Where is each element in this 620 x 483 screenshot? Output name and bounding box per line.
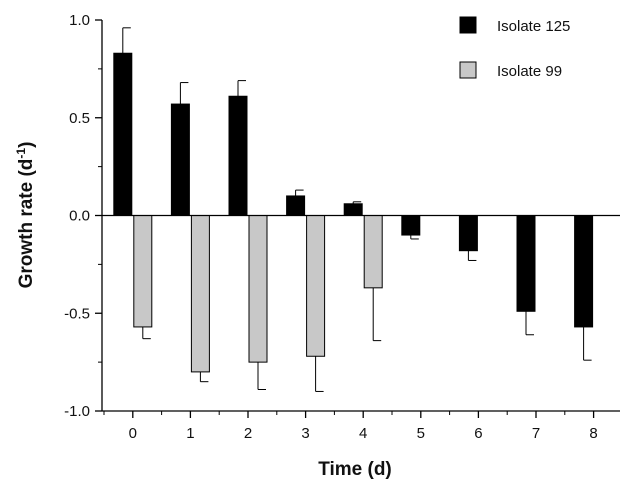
x-tick-label-8: 8: [589, 425, 597, 442]
y-tick-label-1.0: 1.0: [69, 12, 90, 29]
x-tick-label-4: 4: [359, 425, 367, 442]
bar-isolate-125-t0: [113, 52, 133, 216]
y-axis-label-superscript: -1: [14, 148, 28, 159]
y-tick-label-0.0: 0.0: [69, 208, 90, 225]
x-tick-label-2: 2: [244, 425, 252, 442]
plot-area: [113, 27, 594, 392]
axes: -1.0 -0.5 0.0 0.5 1.0 0 1 2 3 4 5 6 7 8: [64, 12, 620, 442]
x-tick-label-7: 7: [532, 425, 540, 442]
y-axis-label-main: Growth rate (d: [16, 159, 37, 289]
y-tick-label-0.5: 0.5: [69, 110, 90, 127]
x-tick-label-3: 3: [301, 425, 309, 442]
bar-isolate-99-t0: [133, 215, 153, 328]
y-axis-label-tail: ): [16, 142, 37, 148]
legend-swatch-isolate-99: [459, 61, 477, 79]
bar-isolate-125-t5: [401, 215, 421, 236]
legend-label-isolate-99: Isolate 99: [497, 63, 562, 80]
y-tick-label--0.5: -0.5: [64, 305, 90, 322]
bar-isolate-99-t3: [306, 215, 326, 357]
bar-isolate-125-t1: [170, 103, 190, 216]
y-tick-label--1.0: -1.0: [64, 403, 90, 420]
bar-isolate-125-t4: [343, 203, 363, 217]
legend-swatch-isolate-125: [459, 16, 477, 34]
bar-isolate-125-t3: [286, 195, 306, 216]
bar-isolate-125-t2: [228, 95, 248, 216]
bar-isolate-99-t4: [363, 215, 383, 289]
x-axis-label: Time (d): [318, 459, 392, 480]
bar-isolate-125-t7: [516, 215, 536, 312]
bar-isolate-99-t2: [248, 215, 268, 363]
x-tick-label-0: 0: [129, 425, 137, 442]
x-tick-label-5: 5: [417, 425, 425, 442]
x-tick-label-1: 1: [186, 425, 194, 442]
y-axis-label: Growth rate (d-1): [14, 142, 37, 289]
bar-isolate-125-t8: [574, 215, 594, 328]
bar-isolate-125-t6: [458, 215, 478, 252]
legend: Isolate 125 Isolate 99: [459, 16, 570, 80]
x-tick-label-6: 6: [474, 425, 482, 442]
legend-label-isolate-125: Isolate 125: [497, 18, 570, 35]
bar-isolate-99-t1: [190, 215, 210, 373]
